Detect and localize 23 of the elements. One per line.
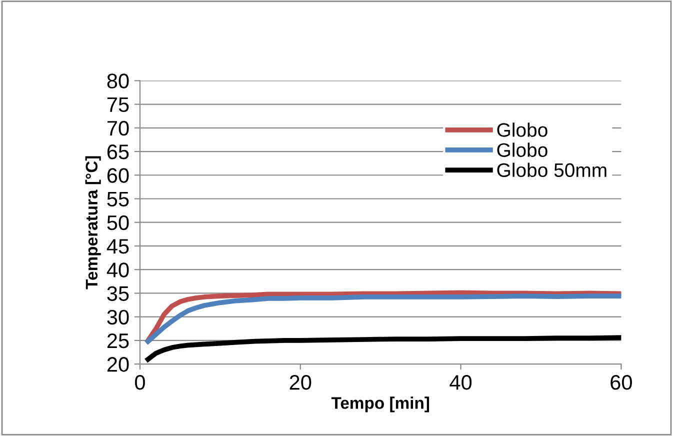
y-axis-title: Temperatura [°C] — [85, 156, 101, 290]
legend-label: Globo — [497, 122, 548, 137]
x-tick-label: 60 — [610, 375, 632, 390]
y-tick-label: 20 — [107, 357, 129, 372]
x-tick-label: 0 — [135, 375, 145, 390]
y-tick-label: 70 — [107, 120, 129, 136]
x-axis-title: Tempo [min] — [331, 396, 430, 412]
x-tick-label: 40 — [450, 375, 472, 390]
x-tick-label: 20 — [290, 375, 312, 390]
y-tick-label: 25 — [107, 333, 129, 348]
y-tick-label: 75 — [107, 97, 129, 112]
y-tick-label: 35 — [107, 286, 129, 301]
y-tick-label: 55 — [107, 192, 129, 206]
y-tick-label: 30 — [107, 310, 129, 325]
y-tick-label: 45 — [106, 239, 129, 254]
legend-label: Globo — [497, 142, 548, 157]
y-tick-label: 65 — [107, 144, 129, 160]
line-series — [146, 335, 622, 362]
y-tick-label: 60 — [107, 168, 129, 183]
y-tick-label: 80 — [107, 74, 129, 88]
legend-label: Globo 50mm — [497, 162, 606, 178]
y-tick-label: 50 — [107, 215, 129, 230]
y-tick-label: 40 — [106, 262, 129, 278]
